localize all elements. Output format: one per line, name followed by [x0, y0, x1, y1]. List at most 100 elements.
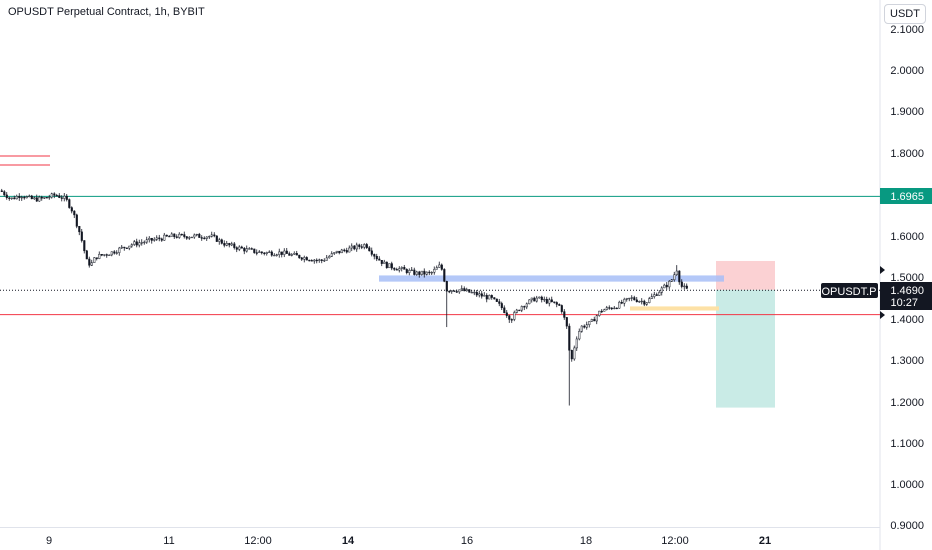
- candle-body: [178, 233, 181, 238]
- candle-body: [583, 325, 586, 328]
- candle-body: [240, 246, 243, 249]
- candle-body: [440, 264, 443, 270]
- alert-arrow-icon: [880, 266, 885, 274]
- symbol-tag-box: [821, 283, 878, 298]
- candle-body: [273, 254, 276, 257]
- candle-body: [210, 234, 213, 237]
- candle-body: [458, 289, 461, 293]
- support-zone[interactable]: [630, 306, 719, 311]
- resistance-zone[interactable]: [379, 275, 724, 282]
- candle-body: [215, 235, 218, 242]
- candle-body: [283, 250, 286, 255]
- candle-body: [593, 319, 596, 322]
- candle-body: [465, 289, 468, 292]
- candle-body: [250, 248, 253, 250]
- short-stop-zone[interactable]: [716, 260, 775, 290]
- candle-body: [3, 191, 6, 196]
- candle-body: [50, 193, 53, 198]
- candle-body: [563, 311, 566, 318]
- candle-body: [370, 250, 373, 255]
- candle-body: [275, 254, 278, 256]
- candle-body: [80, 231, 83, 241]
- candle-body: [245, 248, 248, 252]
- candle-body: [368, 247, 371, 252]
- candle-body: [685, 285, 688, 289]
- candle-body: [328, 256, 331, 259]
- candle-body: [53, 193, 56, 196]
- candle-body: [453, 290, 456, 292]
- candle-body: [233, 243, 236, 248]
- candle-body: [38, 196, 41, 202]
- candle-body: [353, 245, 356, 250]
- candle-body: [258, 251, 261, 253]
- short-target-zone[interactable]: [716, 289, 775, 408]
- candle-body: [20, 196, 23, 199]
- candle-body: [25, 196, 28, 199]
- candle-body: [333, 252, 336, 254]
- candle-body: [513, 312, 516, 320]
- candle-body: [95, 257, 98, 259]
- candle-body: [510, 319, 513, 321]
- price-tick-label: 1.8000: [890, 148, 924, 160]
- candle-body: [110, 251, 113, 256]
- candle-body: [610, 307, 613, 310]
- candle-body: [445, 281, 448, 292]
- candle-body: [5, 194, 8, 199]
- candle-body: [165, 234, 168, 237]
- currency-button[interactable]: USDT: [884, 4, 926, 24]
- candle-body: [158, 237, 161, 240]
- candle-body: [185, 236, 188, 239]
- price-tick-label: 1.4000: [890, 314, 924, 326]
- candle-body: [348, 247, 351, 253]
- price-tick-label: 1.9000: [890, 106, 924, 118]
- candle-body: [683, 285, 686, 288]
- alert-arrow-icon: [880, 311, 885, 319]
- time-tick-label: 16: [461, 535, 473, 547]
- candle-body: [505, 312, 508, 316]
- candle-body: [605, 307, 608, 310]
- candle-body: [553, 301, 556, 303]
- candle-body: [588, 321, 591, 325]
- candle-body: [193, 234, 196, 238]
- candle-body: [320, 259, 323, 261]
- candle-body: [535, 297, 538, 302]
- candle-body: [475, 291, 478, 296]
- candle-body: [223, 243, 226, 246]
- horizontal-line-price-tag: [880, 188, 932, 204]
- candle-body: [228, 243, 231, 246]
- last-price-tag: [880, 282, 932, 310]
- candle-body: [230, 243, 233, 246]
- candle-body: [143, 241, 146, 244]
- candle-body: [118, 247, 121, 253]
- candle-body: [630, 297, 633, 299]
- candle-body: [263, 252, 266, 254]
- candle-body: [60, 197, 63, 199]
- candle-body: [443, 269, 446, 282]
- candle-body: [45, 197, 48, 199]
- candle-body: [40, 196, 43, 199]
- candle-body: [363, 244, 366, 248]
- candle-body: [88, 258, 91, 266]
- candle-body: [93, 257, 96, 263]
- time-tick-label: 21: [759, 535, 771, 547]
- candle-body: [420, 270, 423, 275]
- candle-body: [253, 248, 256, 253]
- candle-body: [15, 196, 18, 200]
- candle-body: [358, 244, 361, 247]
- candle-body: [200, 237, 203, 239]
- candle-body: [448, 290, 451, 293]
- candle-body: [173, 233, 176, 238]
- candle-body: [673, 274, 676, 281]
- candle-body: [305, 257, 308, 261]
- candle-body: [425, 271, 428, 275]
- candle-body: [213, 234, 216, 237]
- candle-body: [13, 197, 16, 200]
- candle-body: [625, 298, 628, 300]
- candle-body: [365, 244, 368, 248]
- candle-body: [18, 196, 21, 198]
- candle-body: [268, 251, 271, 253]
- candle-body: [490, 295, 493, 298]
- candle-body: [403, 267, 406, 270]
- candle-body: [543, 298, 546, 301]
